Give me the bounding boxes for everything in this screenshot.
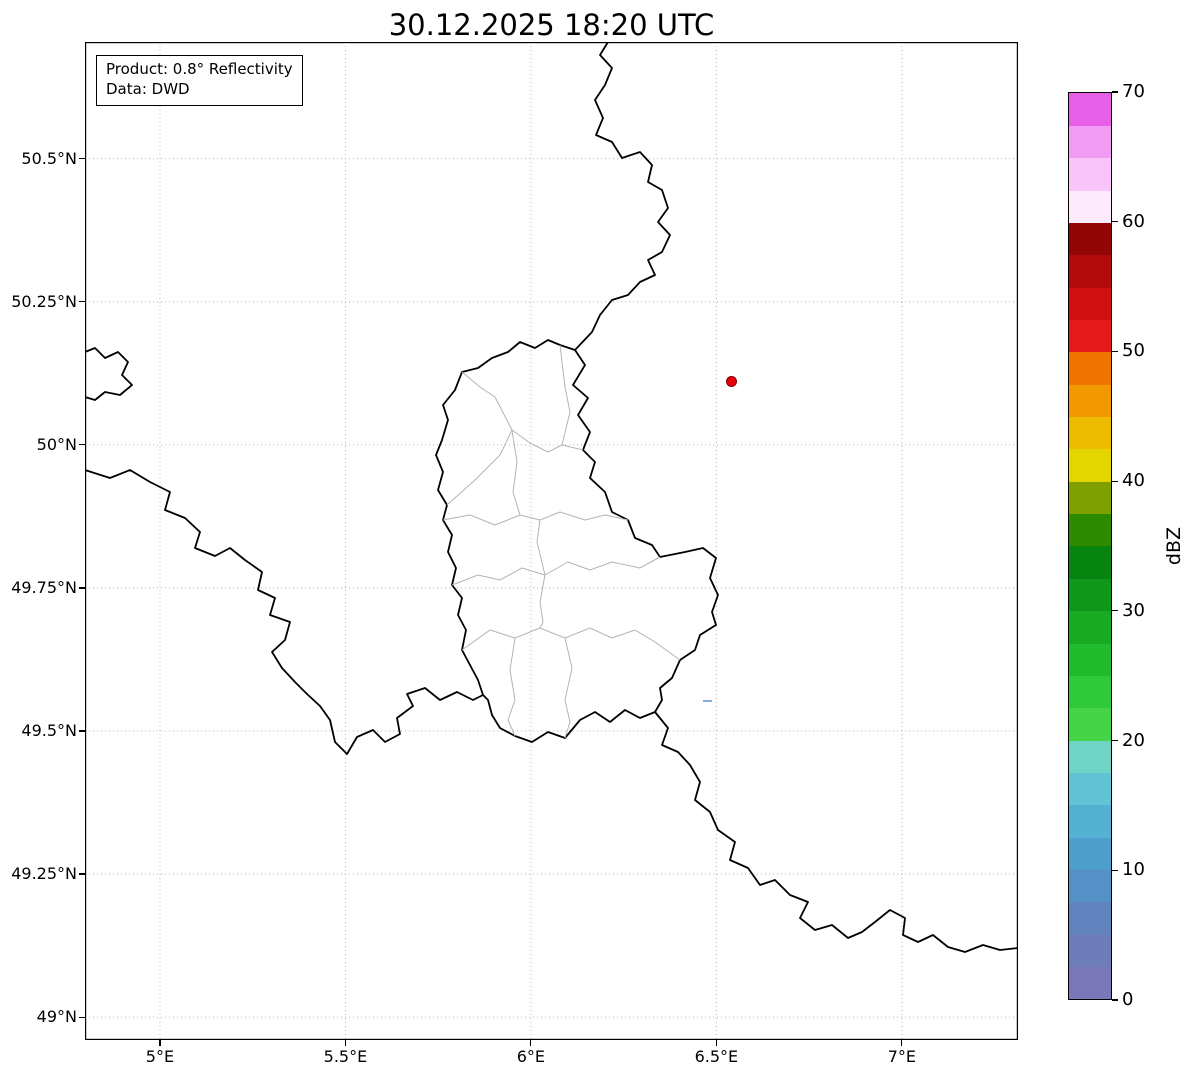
colorbar-segment bbox=[1069, 546, 1111, 579]
colorbar bbox=[1068, 92, 1112, 1000]
x-tick-label: 6.5°E bbox=[694, 1047, 739, 1066]
canton-line bbox=[511, 429, 521, 516]
canton-line bbox=[461, 371, 513, 431]
x-tick-mark bbox=[530, 1040, 532, 1046]
radar-site-marker bbox=[725, 376, 737, 388]
y-tick-label: 50°N bbox=[36, 434, 77, 454]
y-tick-mark bbox=[79, 301, 85, 303]
x-tick-mark bbox=[901, 1040, 903, 1046]
colorbar-segment bbox=[1069, 610, 1111, 644]
map-plot bbox=[85, 42, 1018, 1040]
echo-pixel bbox=[702, 699, 712, 703]
plot-frame bbox=[85, 42, 1018, 1040]
border-germany-belgium bbox=[574, 42, 671, 351]
colorbar-tick-mark bbox=[1112, 480, 1118, 482]
colorbar-segment bbox=[1069, 157, 1111, 191]
canton-line bbox=[451, 556, 661, 586]
figure-title: 30.12.2025 18:20 UTC bbox=[388, 8, 715, 42]
colorbar-segment bbox=[1069, 804, 1111, 838]
product-annotation: Product: 0.8° Reflectivity Data: DWD bbox=[96, 55, 303, 106]
x-tick-label: 5.5°E bbox=[323, 1047, 368, 1066]
colorbar-segment bbox=[1069, 740, 1111, 773]
colorbar-tick-mark bbox=[1112, 350, 1118, 353]
x-tick-mark bbox=[715, 1040, 717, 1046]
colorbar-tick-mark bbox=[1112, 869, 1118, 871]
colorbar-segment bbox=[1069, 254, 1111, 288]
colorbar-tick-mark bbox=[1112, 999, 1118, 1001]
colorbar-tick-label: 20 bbox=[1122, 729, 1145, 751]
colorbar-tick-label: 40 bbox=[1122, 470, 1145, 492]
colorbar-tick-label: 60 bbox=[1122, 210, 1145, 232]
colorbar-segment bbox=[1069, 416, 1111, 450]
colorbar-tick-label: 70 bbox=[1122, 81, 1145, 102]
colorbar-segment bbox=[1069, 837, 1111, 871]
x-tick-mark bbox=[159, 1040, 161, 1046]
y-tick-mark bbox=[79, 158, 85, 160]
x-tick-label: 5°E bbox=[145, 1047, 175, 1066]
colorbar-tick-mark bbox=[1112, 91, 1118, 93]
y-tick-mark bbox=[79, 1016, 85, 1018]
canton-line bbox=[442, 511, 629, 526]
colorbar-segment bbox=[1069, 93, 1111, 126]
grid-lines bbox=[85, 42, 1018, 1040]
y-tick-label: 49.5°N bbox=[21, 720, 77, 740]
colorbar-segment bbox=[1069, 707, 1111, 741]
colorbar-segment bbox=[1069, 901, 1111, 935]
colorbar-segment bbox=[1069, 578, 1111, 612]
x-tick-label: 6°E bbox=[516, 1047, 546, 1066]
colorbar-segment bbox=[1069, 351, 1111, 385]
colorbar-axis-label: dBZ bbox=[1163, 526, 1185, 566]
border-fragment-northwest bbox=[85, 347, 133, 401]
colorbar-segment bbox=[1069, 125, 1111, 159]
colorbar-tick-mark bbox=[1112, 739, 1118, 742]
y-tick-mark bbox=[79, 730, 85, 732]
colorbar-segment bbox=[1069, 966, 1111, 1000]
y-tick-label: 49°N bbox=[36, 1007, 77, 1027]
colorbar-segment bbox=[1069, 448, 1111, 482]
colorbar-segment bbox=[1069, 190, 1111, 223]
y-tick-mark bbox=[79, 444, 85, 446]
canton-line bbox=[536, 519, 546, 576]
colorbar-segment bbox=[1069, 869, 1111, 903]
border-germany-france bbox=[654, 711, 1018, 953]
colorbar-segment bbox=[1069, 287, 1111, 320]
canton-line bbox=[564, 637, 573, 739]
canton-borders bbox=[442, 344, 681, 739]
y-tick-label: 49.75°N bbox=[11, 577, 77, 597]
colorbar-segment bbox=[1069, 934, 1111, 968]
annotation-product: Product: 0.8° Reflectivity bbox=[106, 60, 293, 78]
y-tick-mark bbox=[79, 587, 85, 589]
y-tick-label: 50.25°N bbox=[11, 291, 77, 311]
colorbar-segment bbox=[1069, 222, 1111, 256]
colorbar-segment bbox=[1069, 675, 1111, 709]
canton-line bbox=[559, 344, 571, 446]
canton-line bbox=[446, 429, 584, 506]
canton-line bbox=[507, 637, 516, 737]
colorbar-tick-label: 30 bbox=[1122, 599, 1145, 621]
y-tick-mark bbox=[79, 873, 85, 875]
country-borders bbox=[85, 42, 1018, 953]
border-luxembourg bbox=[435, 339, 719, 743]
colorbar-tick-label: 50 bbox=[1122, 340, 1145, 362]
colorbar-tick-label: 10 bbox=[1122, 859, 1145, 881]
colorbar-segment bbox=[1069, 513, 1111, 547]
y-tick-label: 50.5°N bbox=[21, 148, 77, 168]
colorbar-tick-label: 0 bbox=[1122, 989, 1134, 1010]
colorbar-tick-mark bbox=[1112, 610, 1118, 612]
colorbar-tick-mark bbox=[1112, 221, 1118, 223]
annotation-source: Data: DWD bbox=[106, 80, 190, 99]
border-france-belgium bbox=[85, 469, 484, 755]
colorbar-segment bbox=[1069, 319, 1111, 353]
x-tick-label: 7°E bbox=[887, 1047, 917, 1066]
canton-line bbox=[461, 627, 681, 661]
x-tick-mark bbox=[344, 1040, 346, 1046]
colorbar-segment bbox=[1069, 643, 1111, 676]
colorbar-segment bbox=[1069, 772, 1111, 806]
colorbar-segment bbox=[1069, 384, 1111, 418]
y-tick-label: 49.25°N bbox=[11, 864, 77, 884]
canton-line bbox=[539, 574, 546, 629]
colorbar-segment bbox=[1069, 481, 1111, 515]
